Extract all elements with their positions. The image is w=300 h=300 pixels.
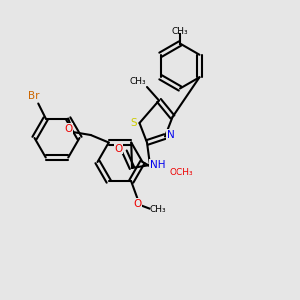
Text: CH₃: CH₃: [130, 76, 146, 85]
Text: CH₃: CH₃: [150, 205, 166, 214]
Text: O: O: [64, 124, 72, 134]
Text: O: O: [114, 143, 123, 154]
Text: O: O: [133, 199, 141, 209]
Text: Br: Br: [28, 91, 40, 101]
Text: NH: NH: [150, 160, 165, 170]
Text: N: N: [167, 130, 175, 140]
Text: CH₃: CH₃: [172, 27, 188, 36]
Text: OCH₃: OCH₃: [169, 168, 193, 177]
Text: S: S: [130, 118, 137, 128]
